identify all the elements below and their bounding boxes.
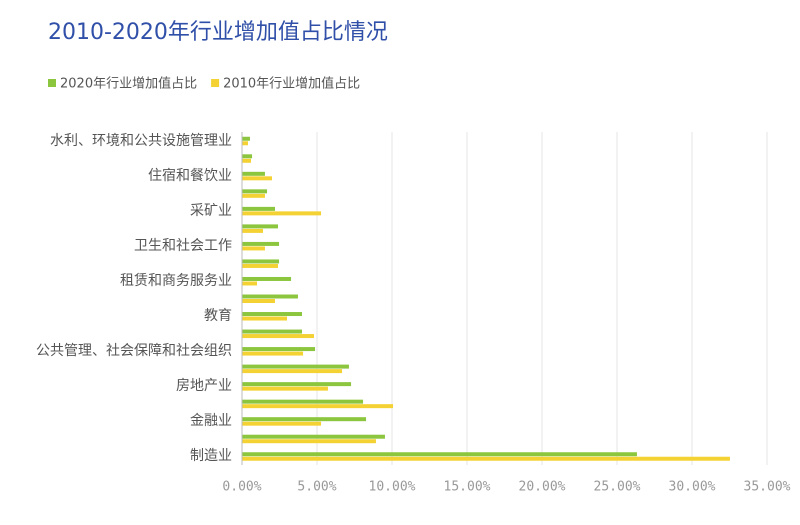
bar [242, 351, 304, 356]
bar [242, 259, 280, 264]
bar [242, 334, 314, 339]
y-tick-label: 卫生和社会工作 [134, 238, 232, 254]
bar [242, 176, 272, 181]
bar [242, 434, 385, 439]
y-tick-label: 采矿业 [190, 203, 232, 219]
bar [242, 276, 292, 281]
bar [242, 136, 250, 141]
bar [242, 211, 322, 216]
bar [242, 246, 265, 251]
legend-swatch [211, 79, 220, 87]
x-tick-label: 5.00% [297, 480, 336, 495]
bar [242, 263, 278, 268]
x-tick-label: 25.00% [594, 480, 641, 495]
y-tick-label: 住宿和餐饮业 [148, 167, 232, 184]
bar [242, 456, 730, 461]
bar [242, 382, 352, 387]
bar [242, 399, 364, 404]
bar [242, 158, 251, 163]
bar [242, 439, 376, 444]
bar [242, 369, 343, 374]
bar [242, 189, 268, 194]
bar [242, 241, 280, 246]
bar [242, 404, 394, 409]
bar [242, 417, 367, 422]
bar [242, 386, 328, 391]
bar [242, 299, 275, 303]
y-tick-label: 公共管理、社会保障和社会组织 [36, 343, 232, 359]
x-tick-label: 30.00% [669, 480, 716, 495]
bar [242, 154, 253, 159]
bar [242, 316, 287, 321]
bar [242, 329, 302, 334]
y-tick-label: 水利、环境和公共设施管理业 [50, 133, 232, 149]
legend-label: 2020年行业增加值占比 [60, 76, 197, 92]
legend-label: 2010年行业增加值占比 [223, 76, 360, 92]
bar [242, 171, 265, 176]
bar [242, 228, 263, 233]
bar [242, 193, 265, 198]
bar [242, 452, 637, 457]
bar [242, 281, 257, 286]
bar [242, 141, 248, 146]
bar [242, 206, 275, 211]
x-tick-label: 10.00% [369, 480, 416, 495]
bar [242, 312, 302, 317]
x-tick-label: 15.00% [444, 480, 491, 495]
y-tick-label: 金融业 [190, 413, 232, 429]
x-tick-label: 0.00% [222, 480, 261, 495]
bar [242, 224, 278, 229]
y-tick-label: 租赁和商务服务业 [120, 273, 232, 289]
y-tick-label: 制造业 [190, 448, 232, 464]
bar [242, 347, 316, 352]
x-tick-label: 20.00% [519, 480, 566, 495]
y-tick-label: 房地产业 [176, 378, 232, 394]
legend-swatch [48, 79, 56, 87]
bar [242, 421, 322, 426]
bar [242, 294, 298, 299]
y-tick-label: 教育 [204, 308, 232, 324]
x-tick-label: 35.00% [744, 480, 791, 495]
bar [242, 364, 349, 369]
chart-title: 2010-2020年行业增加值占比情况 [48, 20, 388, 45]
